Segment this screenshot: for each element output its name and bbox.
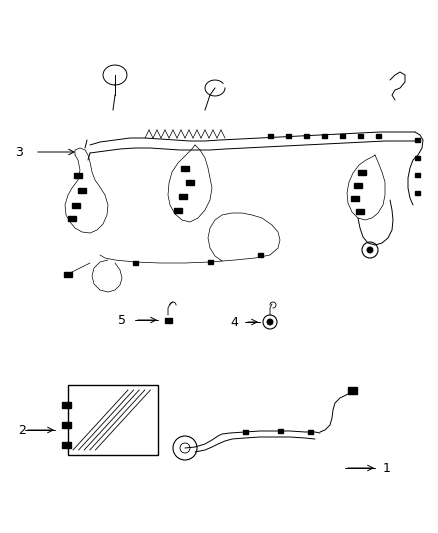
Bar: [78, 188, 86, 192]
Bar: [61, 442, 71, 448]
Bar: [68, 385, 158, 455]
Bar: [61, 422, 71, 428]
Text: 3: 3: [15, 146, 23, 158]
Bar: [278, 429, 283, 433]
Bar: [286, 134, 290, 138]
Bar: [347, 386, 357, 393]
Bar: [133, 261, 138, 265]
Bar: [174, 207, 182, 213]
Bar: [72, 203, 80, 207]
Bar: [186, 180, 194, 184]
Text: 1: 1: [383, 462, 391, 474]
Bar: [414, 156, 420, 160]
Bar: [321, 134, 326, 138]
Bar: [375, 134, 381, 138]
Bar: [243, 430, 247, 434]
Bar: [208, 260, 212, 264]
Bar: [61, 402, 71, 408]
Bar: [339, 134, 345, 138]
Bar: [304, 134, 308, 138]
Bar: [414, 138, 420, 142]
Bar: [64, 271, 72, 277]
Bar: [357, 134, 363, 138]
Bar: [179, 193, 187, 198]
Text: 2: 2: [18, 424, 26, 437]
Bar: [268, 134, 272, 138]
Bar: [68, 215, 76, 221]
Bar: [74, 173, 82, 177]
Circle shape: [367, 247, 373, 253]
Bar: [307, 430, 312, 434]
Bar: [414, 173, 420, 177]
Circle shape: [267, 319, 273, 325]
Bar: [181, 166, 189, 171]
Bar: [258, 253, 262, 257]
Bar: [165, 318, 172, 322]
Bar: [414, 191, 420, 195]
Bar: [354, 182, 362, 188]
Bar: [351, 196, 359, 200]
Bar: [358, 169, 366, 174]
Text: 4: 4: [230, 316, 238, 328]
Text: 5: 5: [118, 313, 126, 327]
Bar: [356, 208, 364, 214]
